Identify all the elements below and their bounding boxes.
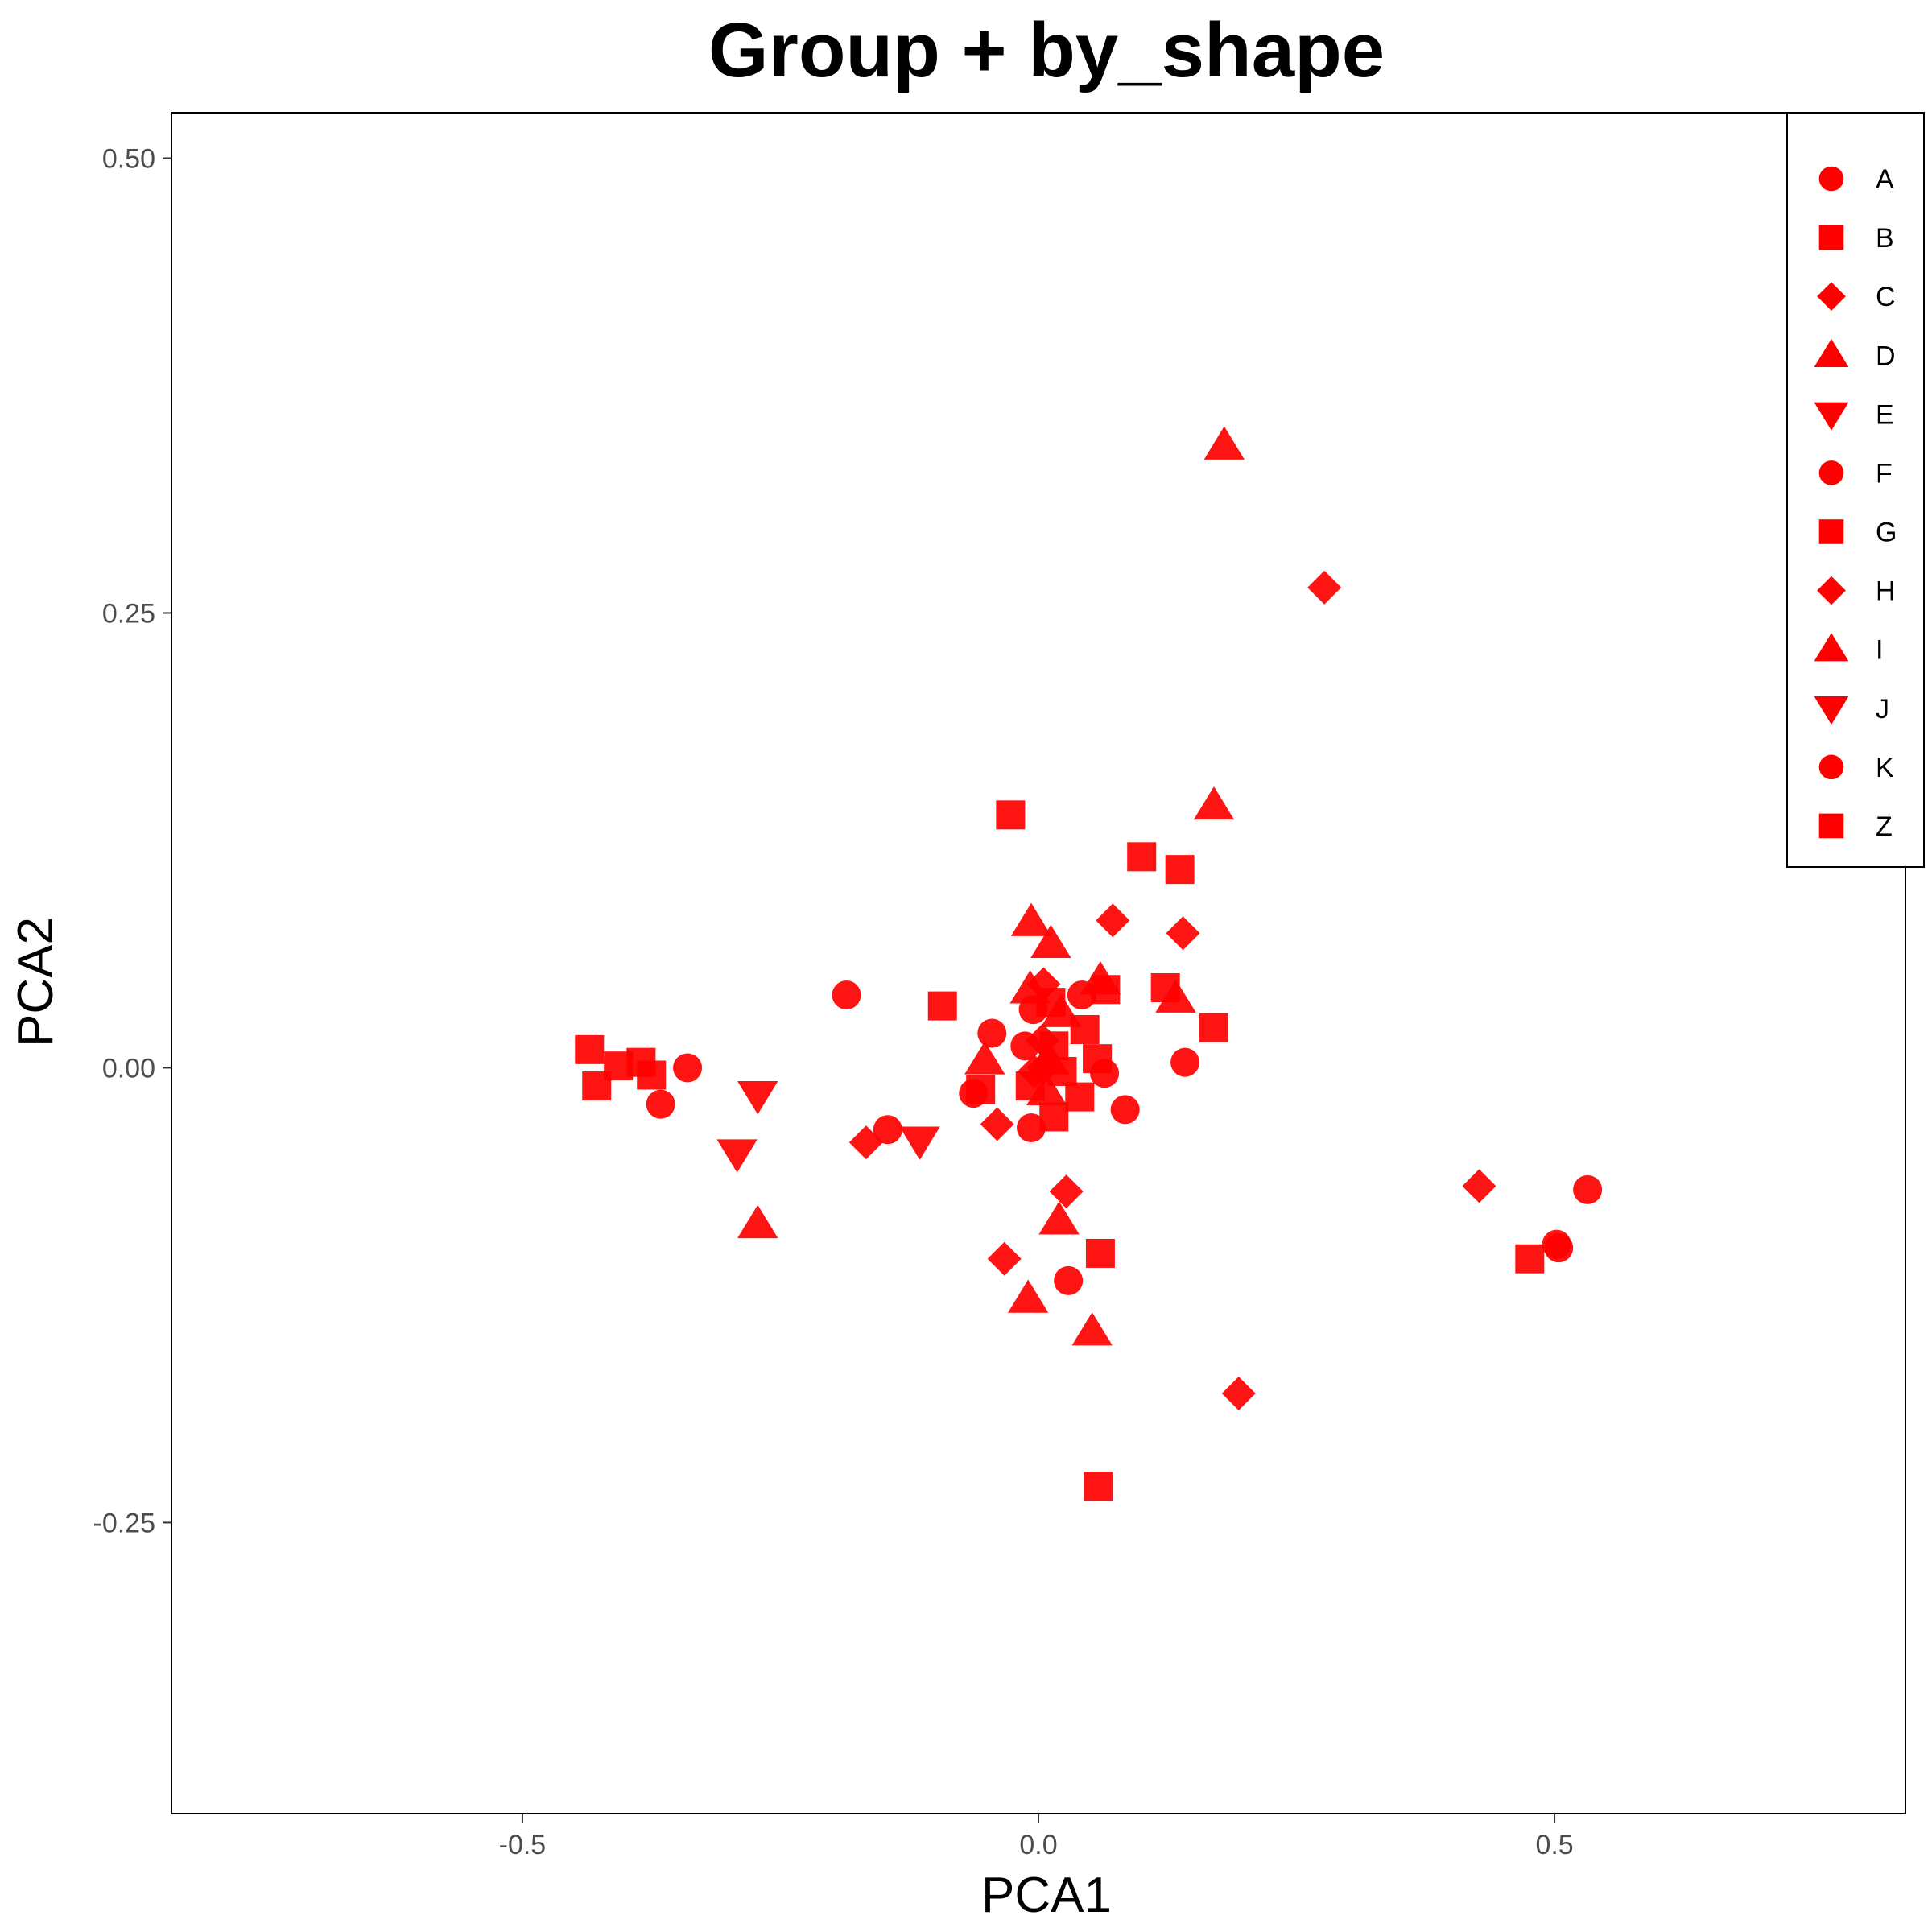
data-point xyxy=(1199,1013,1228,1042)
legend-label-d: D xyxy=(1876,341,1896,371)
legend-label-e: E xyxy=(1876,399,1894,430)
x-tick-label: 0.0 xyxy=(1019,1830,1057,1860)
data-point xyxy=(964,1041,1005,1075)
data-point xyxy=(1110,1095,1140,1125)
data-point xyxy=(646,1089,675,1119)
data-point xyxy=(980,1107,1014,1141)
legend-key-c xyxy=(1817,282,1846,312)
data-point xyxy=(1085,1238,1115,1268)
y-tick-label: 0.50 xyxy=(102,143,155,174)
data-point xyxy=(1544,1233,1574,1263)
legend-label-g: G xyxy=(1876,518,1897,548)
data-point xyxy=(987,1241,1022,1276)
legend-label-c: C xyxy=(1876,282,1896,312)
plot-area: -0.5 0.0 0.5 0.50 0.25 0.00 -0.25 xyxy=(93,112,1906,1860)
legend-label-j: J xyxy=(1876,694,1889,724)
data-point xyxy=(1070,1014,1100,1044)
data-point xyxy=(737,1204,778,1239)
data-point xyxy=(832,980,861,1010)
legend-key-j xyxy=(1814,696,1849,725)
legend-key-d xyxy=(1814,338,1849,367)
data-point xyxy=(1007,1279,1049,1313)
data-point xyxy=(1030,924,1071,959)
data-point xyxy=(1170,1047,1200,1077)
data-point xyxy=(1010,902,1052,936)
x-axis-label: PCA1 xyxy=(981,1868,1112,1923)
data-point xyxy=(637,1060,667,1090)
data-point xyxy=(1221,1376,1256,1410)
data-point xyxy=(1165,855,1195,885)
data-point xyxy=(1127,842,1157,872)
data-point xyxy=(899,1126,940,1160)
legend-key-h xyxy=(1817,576,1846,605)
y-tick-label: -0.25 xyxy=(93,1508,156,1538)
data-point xyxy=(1071,1312,1113,1346)
legend-label-b: B xyxy=(1876,223,1894,254)
legend-key-b xyxy=(1818,225,1844,250)
legend-key-g xyxy=(1818,519,1844,544)
legend-label-k: K xyxy=(1876,753,1894,783)
data-point xyxy=(1193,786,1235,820)
y-tick-label: 0.25 xyxy=(102,598,155,629)
y-tick-label: 0.00 xyxy=(102,1053,155,1084)
data-point xyxy=(1084,1472,1113,1501)
data-point xyxy=(575,1034,605,1064)
data-point xyxy=(927,991,957,1021)
data-point xyxy=(1307,570,1342,605)
legend-key-i xyxy=(1814,633,1849,662)
data-point xyxy=(1090,1059,1120,1088)
legend-key-z xyxy=(1818,813,1844,839)
y-axis-label: PCA2 xyxy=(8,917,64,1047)
x-tick-label: -0.5 xyxy=(499,1830,547,1860)
legend-label-h: H xyxy=(1876,576,1896,607)
legend-label-z: Z xyxy=(1876,811,1893,842)
data-point xyxy=(1166,916,1200,951)
data-point xyxy=(716,1139,758,1173)
data-point xyxy=(1155,979,1196,1013)
data-point xyxy=(1462,1169,1496,1203)
data-point xyxy=(873,1115,902,1145)
data-point xyxy=(1038,1201,1080,1235)
data-point xyxy=(1026,1071,1067,1106)
legend-box xyxy=(1786,112,1925,868)
data-point xyxy=(673,1053,703,1083)
data-point xyxy=(996,800,1026,830)
data-point xyxy=(1047,1056,1077,1086)
data-point xyxy=(1573,1174,1603,1204)
data-point xyxy=(582,1071,612,1101)
data-point xyxy=(1065,1082,1095,1112)
data-point xyxy=(1091,975,1121,1005)
legend-key-e xyxy=(1814,402,1849,431)
legend-key-a xyxy=(1818,166,1844,192)
legend-label-f: F xyxy=(1876,458,1893,489)
chart-title: Group + by_shape xyxy=(708,7,1385,93)
data-point xyxy=(737,1081,778,1115)
data-point xyxy=(1515,1244,1545,1274)
legend-key-k xyxy=(1818,754,1844,780)
data-point xyxy=(977,1018,1007,1048)
data-point xyxy=(959,1079,989,1108)
data-point xyxy=(1067,980,1096,1010)
data-point xyxy=(1203,426,1245,460)
x-tick-label: 0.5 xyxy=(1535,1830,1573,1860)
legend-label-i: I xyxy=(1876,635,1883,666)
data-point xyxy=(1054,1265,1084,1295)
legend-key-f xyxy=(1818,460,1844,485)
data-point xyxy=(1049,1174,1084,1209)
data-point xyxy=(1096,903,1130,938)
data-point xyxy=(1017,1113,1046,1143)
legend-label-a: A xyxy=(1876,164,1894,195)
